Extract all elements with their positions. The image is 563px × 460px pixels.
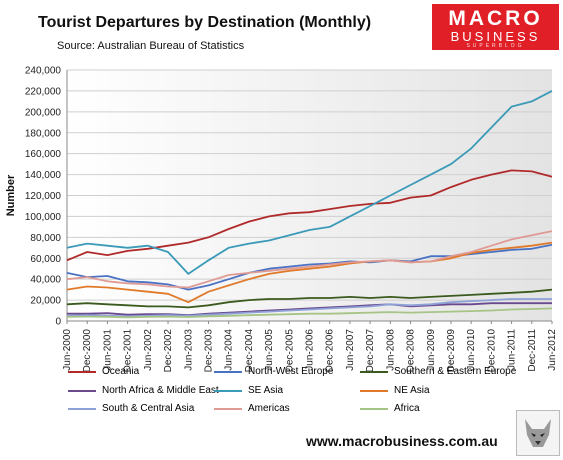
legend-item: Oceania (68, 366, 139, 377)
legend-swatch (360, 407, 388, 410)
x-tick-label: Jun-2002 (143, 329, 154, 371)
legend-swatch (360, 370, 388, 373)
x-tick-label: Jun-2003 (183, 329, 194, 371)
legend-item: Southern & Eastern Europe (360, 366, 516, 377)
legend-label: Americas (248, 403, 290, 414)
x-tick-label: Jun-2012 (547, 329, 558, 371)
legend-label: North Africa & Middle East (102, 385, 219, 396)
legend-label: SE Asia (248, 385, 284, 396)
y-tick-label: 0 (55, 317, 61, 328)
legend-swatch (68, 370, 96, 373)
legend-swatch (68, 407, 96, 410)
y-tick-label: 140,000 (25, 170, 62, 181)
legend-label: Africa (394, 403, 420, 414)
legend-item: Africa (360, 403, 420, 414)
legend-label: North-West Europe (248, 366, 334, 377)
series-line-south-central-asia (66, 298, 552, 318)
y-tick-label: 120,000 (25, 191, 62, 202)
x-tick-label: Dec-2002 (163, 329, 174, 373)
x-tick-label: Jun-2000 (62, 329, 73, 371)
y-tick-label: 60,000 (30, 254, 61, 265)
x-tick-label: Dec-2009 (446, 329, 457, 373)
legend-swatch (214, 407, 242, 410)
x-tick-label: Jun-2007 (345, 329, 356, 371)
series-line-ne-asia (66, 241, 553, 304)
y-tick-label: 240,000 (25, 66, 62, 77)
legend-item: NE Asia (360, 385, 430, 396)
x-tick-label: Jun-2005 (264, 329, 275, 371)
website-url: www.macrobusiness.com.au (306, 433, 498, 449)
macro-business-logo: MACRO BUSINESS SUPERBLOG (432, 4, 559, 50)
legend-item: North Africa & Middle East (68, 385, 219, 396)
x-tick-label: Jun-2008 (385, 329, 396, 371)
y-tick-label: 80,000 (30, 233, 61, 244)
x-tick-label: Dec-2005 (284, 329, 295, 373)
x-tick-label: Dec-2008 (406, 329, 417, 373)
series-line-americas (66, 230, 553, 289)
y-tick-label: 160,000 (25, 149, 62, 160)
series-line-north-africa-middle-east (67, 302, 552, 317)
legend-item: North-West Europe (214, 366, 333, 377)
x-tick-label: Jun-2006 (305, 329, 316, 371)
x-tick-label: Dec-2000 (82, 329, 93, 373)
y-axis-title: Number (5, 174, 17, 216)
x-tick-label: Jun-2004 (224, 329, 235, 371)
x-tick-label: Dec-2004 (244, 329, 255, 373)
x-tick-label: Dec-2003 (203, 329, 214, 373)
series-line-africa (66, 307, 553, 319)
y-tick-label: 180,000 (25, 128, 62, 139)
x-tick-label: Jun-2011 (507, 329, 518, 370)
y-tick-label: 100,000 (25, 212, 62, 223)
x-tick-label: Dec-2010 (486, 329, 497, 373)
x-tick-label: Jun-2009 (426, 329, 437, 371)
x-tick-label: Dec-2007 (365, 329, 376, 373)
series-line-north-west-europe (66, 243, 553, 291)
x-tick-label: Dec-2001 (123, 329, 134, 373)
y-tick-label: 200,000 (25, 107, 62, 118)
legend-swatch (214, 389, 242, 392)
y-tick-label: 20,000 (30, 296, 61, 307)
x-tick-label: Dec-2011 (527, 329, 538, 372)
series-line-southern-eastern-europe (66, 288, 553, 309)
legend-label: Oceania (102, 366, 140, 377)
legend-item: Americas (214, 403, 290, 414)
legend-swatch (68, 389, 96, 392)
logo-line2: BUSINESS (450, 29, 541, 44)
series-line-oceania (66, 169, 553, 262)
logo-line3: SUPERBLOG (466, 43, 525, 49)
legend-swatch (360, 389, 388, 392)
x-tick-label: Dec-2006 (325, 329, 336, 373)
y-tick-label: 40,000 (30, 275, 61, 286)
legend-label: South & Central Asia (102, 403, 195, 414)
logo-line1: MACRO (448, 7, 543, 30)
legend-label: NE Asia (394, 385, 430, 396)
series-line-se-asia (66, 90, 553, 275)
legend-swatch (214, 370, 242, 373)
chart-source: Source: Australian Bureau of Statistics (57, 40, 245, 52)
wolf-logo-icon (516, 410, 560, 456)
y-tick-label: 220,000 (25, 86, 62, 97)
x-tick-label: Jun-2010 (466, 329, 477, 371)
legend-label: Southern & Eastern Europe (394, 366, 517, 377)
legend-item: South & Central Asia (68, 403, 194, 414)
legend-item: SE Asia (214, 385, 283, 396)
chart-title: Tourist Departures by Destination (Month… (38, 14, 372, 31)
x-tick-label: Jun-2001 (102, 329, 113, 371)
